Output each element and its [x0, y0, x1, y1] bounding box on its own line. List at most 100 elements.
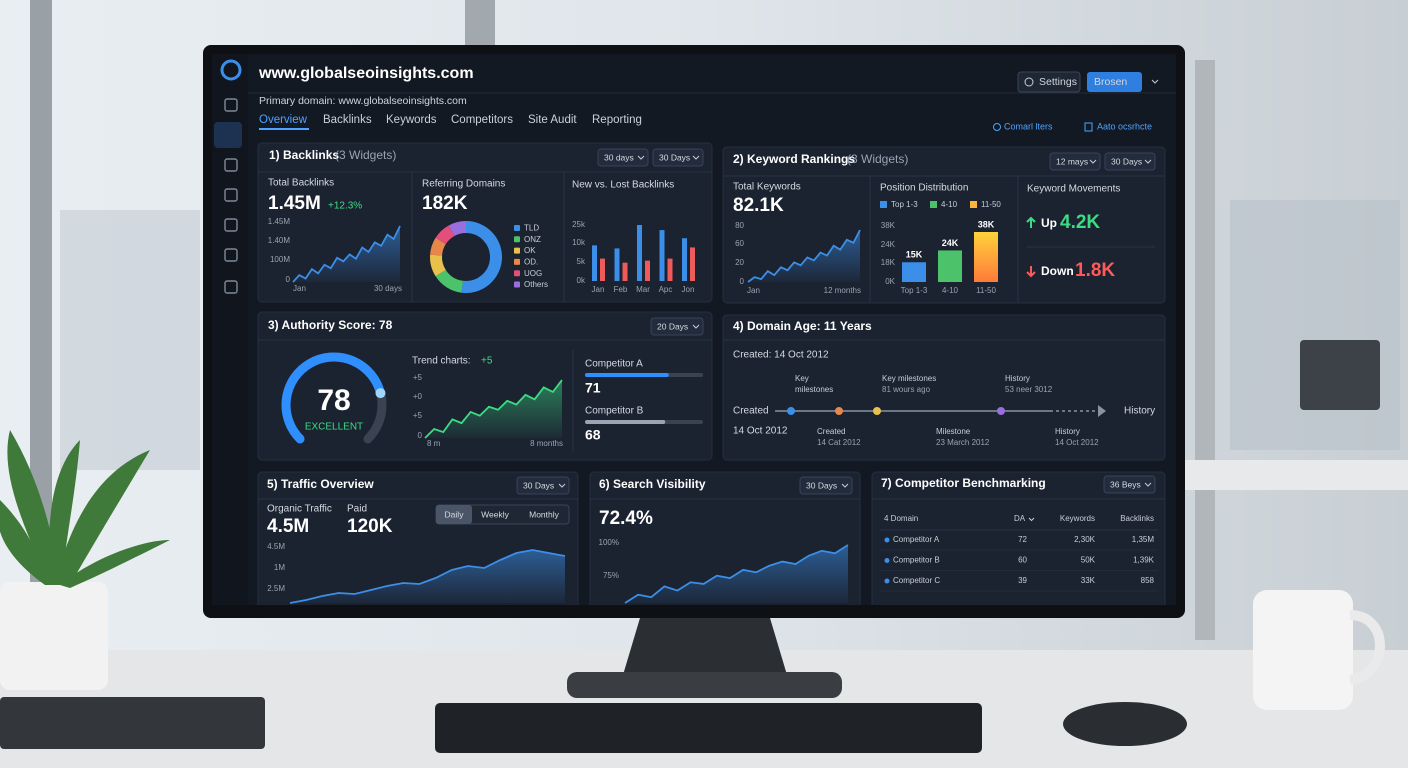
nav-icon[interactable] — [224, 280, 238, 294]
window-frame — [1195, 60, 1215, 640]
change: +5 — [481, 356, 493, 367]
dropdown[interactable] — [597, 148, 649, 167]
y-tick-label: 0 — [740, 277, 745, 286]
tab[interactable]: Overview — [259, 114, 308, 126]
position-bar — [902, 262, 926, 282]
tab[interactable]: Competitors — [451, 114, 513, 126]
settings-button[interactable] — [1017, 71, 1081, 93]
legend-label: 11-50 — [981, 200, 1001, 209]
cell: 72 — [1018, 535, 1027, 544]
column-header[interactable]: DA — [1014, 514, 1026, 523]
button-label[interactable]: Brosen — [1094, 76, 1127, 88]
sort-chevron — [1028, 517, 1035, 522]
nav-icon[interactable] — [224, 158, 238, 172]
tab[interactable]: Keywords — [386, 114, 437, 126]
mug — [1253, 590, 1353, 710]
chevron — [692, 324, 700, 329]
dropdown[interactable] — [799, 476, 853, 495]
trend-line — [289, 549, 566, 604]
segment-active — [436, 505, 472, 524]
dropdown-label[interactable]: 30 Days — [523, 480, 554, 490]
cell: 1,39K — [1133, 556, 1155, 565]
cell: Competitor B — [893, 556, 940, 565]
row-dot — [884, 558, 890, 563]
competitor-score: 68 — [585, 427, 601, 443]
column-header[interactable]: Backlinks — [1120, 514, 1154, 523]
dashboard: www.globalseoinsights.com Settings Brosen P… — [212, 54, 1176, 605]
cell: 858 — [1141, 576, 1155, 585]
timeline-start: Created — [733, 406, 769, 417]
trend-line — [292, 225, 401, 283]
milestone-title: Key milestones — [882, 374, 936, 383]
label: Keyword Movements — [1027, 184, 1120, 195]
legend-label: ONZ — [524, 235, 541, 244]
column-header[interactable]: Keywords — [1060, 514, 1095, 523]
settings-label[interactable]: Settings — [1039, 76, 1077, 88]
primary-button[interactable] — [1087, 72, 1142, 92]
cell: Competitor A — [893, 535, 940, 544]
cell: 60 — [1018, 556, 1027, 565]
legend-label: Top 1-3 — [891, 200, 918, 209]
down-value: 1.8K — [1075, 260, 1115, 281]
link[interactable]: Comarl lters — [1004, 121, 1053, 131]
x-label: Apc — [659, 285, 673, 294]
segment[interactable]: Daily — [445, 509, 465, 519]
x-label: Jan — [592, 285, 605, 294]
new-bar — [614, 248, 620, 281]
nav-icon[interactable] — [224, 248, 238, 262]
chevron — [1151, 79, 1159, 84]
nav-icon[interactable] — [224, 188, 238, 202]
y-tick-label: 24K — [881, 240, 896, 249]
donut-segment — [435, 225, 455, 245]
dropdown[interactable] — [1104, 152, 1156, 171]
nav-icon[interactable] — [224, 98, 238, 112]
dropdown[interactable] — [650, 317, 704, 336]
panel-title: 6) Search Visibility — [599, 477, 706, 491]
dropdown-label[interactable]: 12 mays — [1056, 156, 1088, 166]
donut-segment — [461, 221, 502, 293]
plant — [0, 430, 170, 588]
dropdown[interactable] — [652, 148, 704, 167]
chevron — [637, 155, 645, 160]
legend-swatch — [514, 258, 520, 265]
x-label: 4-10 — [942, 286, 959, 295]
dropdown[interactable] — [1103, 475, 1156, 494]
nav-active — [214, 122, 242, 148]
cell: 33K — [1081, 576, 1096, 585]
cell: 39 — [1018, 576, 1027, 585]
dropdown[interactable] — [516, 476, 570, 495]
dropdown-label[interactable]: 30 Days — [806, 480, 837, 490]
milestone-detail: 81 wours ago — [882, 385, 931, 394]
link[interactable]: Aato ocsrhcte — [1097, 121, 1152, 131]
segment[interactable]: Weekly — [481, 509, 509, 519]
legend-swatch — [970, 201, 977, 208]
milestone-title: Milestone — [936, 427, 971, 436]
lost-bar — [645, 260, 650, 281]
legend-swatch — [514, 281, 520, 288]
tab[interactable]: Reporting — [592, 114, 642, 126]
nav-icon[interactable] — [224, 218, 238, 232]
segment[interactable]: Monthly — [529, 509, 560, 519]
dropdown-label[interactable]: 30 days — [604, 152, 634, 162]
y-tick-label: 60 — [735, 239, 744, 248]
x-label: Jan — [293, 284, 306, 293]
tab[interactable]: Site Audit — [528, 114, 577, 126]
tab[interactable]: Backlinks — [323, 114, 372, 126]
value-label: 38K — [978, 219, 995, 229]
timeline-end: History — [1124, 406, 1155, 417]
chevron — [558, 483, 566, 488]
cell: 50K — [1081, 556, 1096, 565]
milestone-detail: 14 Oct 2012 — [1055, 438, 1099, 447]
dropdown-label[interactable]: 30 Days — [659, 152, 690, 162]
tab-underline — [259, 128, 309, 130]
keyboard — [435, 703, 982, 753]
dropdown-label[interactable]: 36 Beys — [1110, 479, 1141, 489]
dropdown[interactable] — [1049, 152, 1101, 171]
legend-swatch — [514, 236, 520, 243]
legend-label: OK — [524, 246, 536, 255]
dropdown-label[interactable]: 30 Days — [1111, 156, 1142, 166]
dropdown-label[interactable]: 20 Days — [657, 321, 688, 331]
down-arrow — [1026, 266, 1036, 278]
legend-label: OD. — [524, 258, 538, 267]
